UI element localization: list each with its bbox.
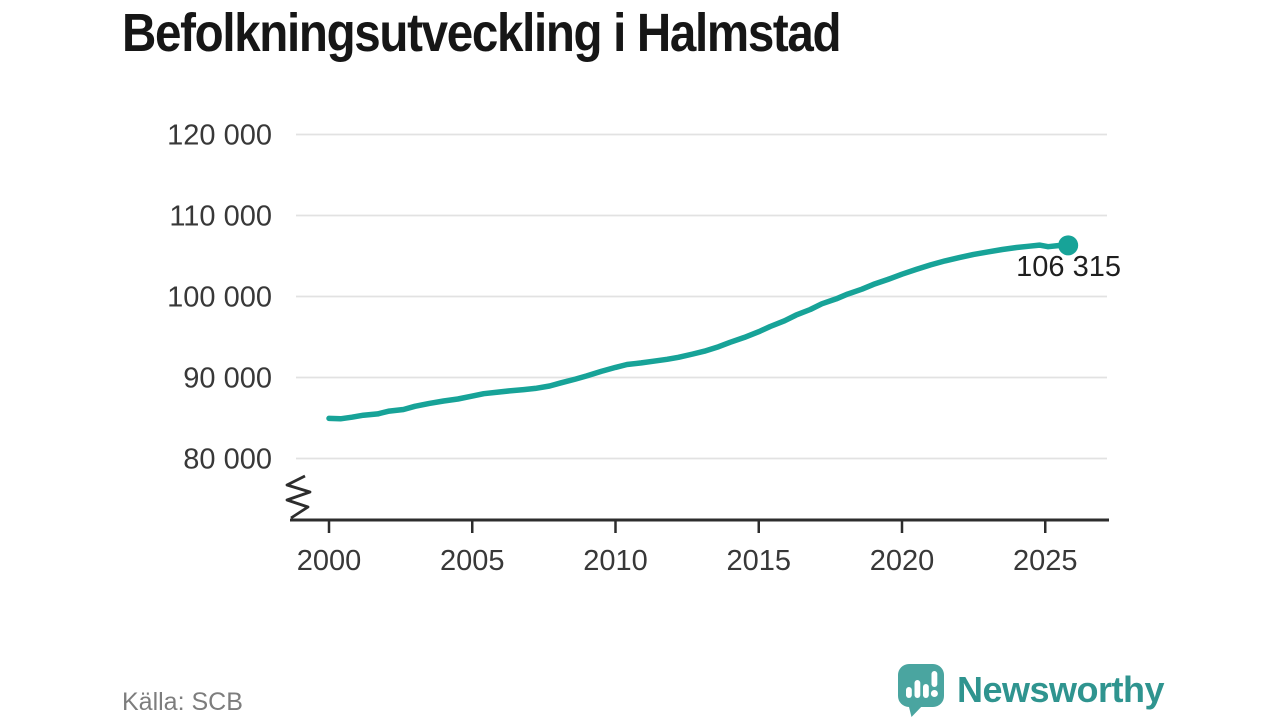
population-line <box>326 242 1071 422</box>
end-point-label: 106 315 <box>1016 251 1121 283</box>
y-axis-tick-label: 120 000 <box>167 120 272 152</box>
y-axis-tick-label: 80 000 <box>183 444 272 476</box>
end-point-marker <box>1058 235 1079 256</box>
population-line-chart: 80 000 90 000 100 000 110 000 120 000 2000 200… <box>167 120 1121 578</box>
y-axis-break-icon <box>285 474 312 520</box>
bar-chart-exclamation-glyph <box>906 671 938 698</box>
newsworthy-speech-bubble-bar-chart-icon <box>898 664 944 717</box>
x-axis-tick-label: 2025 <box>1013 545 1078 577</box>
y-axis-tick-label: 90 000 <box>183 363 272 395</box>
y-axis-tick-label: 110 000 <box>169 201 272 233</box>
brand-name: Newsworthy <box>957 669 1165 710</box>
x-axis-tick-label: 2000 <box>297 545 362 577</box>
speech-bubble-shape <box>898 664 944 717</box>
y-axis-tick-label: 100 000 <box>167 282 272 314</box>
chart-title: Befolkningsutveckling i Halmstad <box>122 3 842 63</box>
x-axis-tick-label: 2020 <box>870 545 935 577</box>
source-note: Källa: SCB <box>122 688 243 716</box>
x-axis-tick-label: 2015 <box>726 545 791 577</box>
x-axis-tick-label: 2005 <box>440 545 505 577</box>
newsworthy-logo: Newsworthy <box>897 663 1165 717</box>
x-axis-tick-label: 2010 <box>583 545 648 577</box>
